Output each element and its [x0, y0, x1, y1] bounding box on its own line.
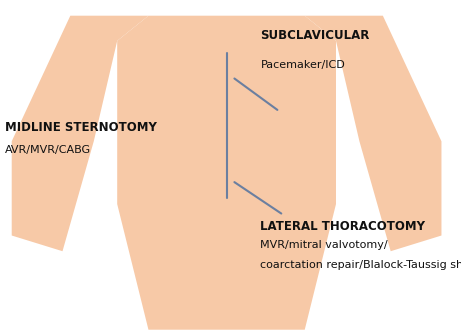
Polygon shape — [12, 16, 148, 251]
Text: AVR/MVR/CABG: AVR/MVR/CABG — [5, 144, 91, 155]
Polygon shape — [117, 16, 336, 330]
Text: coarctation repair/Blalock-Taussig shunt: coarctation repair/Blalock-Taussig shunt — [260, 260, 461, 270]
Text: LATERAL THORACOTOMY: LATERAL THORACOTOMY — [260, 220, 426, 233]
Text: Pacemaker/ICD: Pacemaker/ICD — [260, 60, 345, 71]
Text: SUBCLAVICULAR: SUBCLAVICULAR — [260, 29, 370, 42]
Text: MIDLINE STERNOTOMY: MIDLINE STERNOTOMY — [5, 121, 156, 134]
Polygon shape — [305, 16, 442, 251]
Text: MVR/mitral valvotomy/: MVR/mitral valvotomy/ — [260, 240, 388, 250]
